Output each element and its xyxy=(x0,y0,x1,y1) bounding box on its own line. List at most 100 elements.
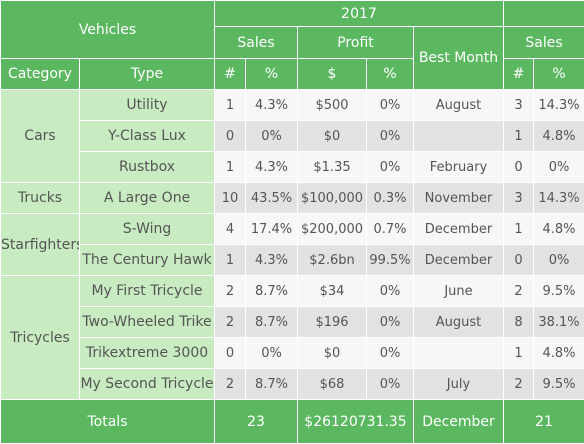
profit-percent-cell: 0% xyxy=(367,152,414,183)
type-cell: S-Wing xyxy=(80,214,215,245)
sales2-count-cell: 2 xyxy=(504,369,534,400)
category-header: Category xyxy=(1,59,80,90)
profit-cell: $0 xyxy=(298,121,367,152)
best-month-cell: December xyxy=(414,245,504,276)
type-cell: My Second Tricycle xyxy=(80,369,215,400)
profit-cell: $2.6bn xyxy=(298,245,367,276)
best-month-cell: February xyxy=(414,152,504,183)
sales2-count-cell: 0 xyxy=(504,152,534,183)
sales2-count-cell: 1 xyxy=(504,338,534,369)
sales-count-cell: 4 xyxy=(215,214,246,245)
best-month-cell xyxy=(414,121,504,152)
best-month-cell: December xyxy=(414,214,504,245)
sales2-percent-cell: 14.3% xyxy=(534,183,584,214)
year-header-right-blank xyxy=(504,1,584,27)
best-month-cell: June xyxy=(414,276,504,307)
profit-percent-cell: 0% xyxy=(367,276,414,307)
sales-count-cell: 2 xyxy=(215,276,246,307)
profit-cell: $200,000 xyxy=(298,214,367,245)
sales2-count-cell: 2 xyxy=(504,276,534,307)
sales2-count-cell: 3 xyxy=(504,90,534,121)
sales-percent-cell: 8.7% xyxy=(246,369,298,400)
sales-header: Sales xyxy=(215,27,298,59)
totals-label: Totals xyxy=(1,400,215,444)
sales2-count-header: # xyxy=(504,59,534,90)
type-cell: Utility xyxy=(80,90,215,121)
sales-count-cell: 0 xyxy=(215,338,246,369)
sales2-percent-cell: 9.5% xyxy=(534,369,584,400)
type-header: Type xyxy=(80,59,215,90)
sales2-percent-cell: 9.5% xyxy=(534,276,584,307)
type-cell: Two-Wheeled Trike xyxy=(80,307,215,338)
totals-best-month: December xyxy=(414,400,504,444)
sales-percent-cell: 8.7% xyxy=(246,276,298,307)
sales-percent-header: % xyxy=(246,59,298,90)
table-row: Y-Class Lux 0 0% $0 0% 1 4.8% xyxy=(1,121,584,152)
type-cell: Trikextreme 3000 xyxy=(80,338,215,369)
sales-count-cell: 2 xyxy=(215,307,246,338)
sales-count-cell: 1 xyxy=(215,90,246,121)
sales2-percent-cell: 14.3% xyxy=(534,90,584,121)
profit-cell: $1.35 xyxy=(298,152,367,183)
profit-percent-cell: 0% xyxy=(367,307,414,338)
profit-cell: $500 xyxy=(298,90,367,121)
year-header: 2017 xyxy=(215,1,504,27)
category-trucks: Trucks xyxy=(1,183,80,214)
table-row: The Century Hawk 1 4.3% $2.6bn 99.5% Dec… xyxy=(1,245,584,276)
totals-sales-2: 21 xyxy=(504,400,584,444)
totals-row: Totals 23 $26120731.35 December 21 xyxy=(1,400,584,444)
type-cell: Y-Class Lux xyxy=(80,121,215,152)
table-row: Cars Utility 1 4.3% $500 0% August 3 14.… xyxy=(1,90,584,121)
best-month-cell: July xyxy=(414,369,504,400)
sales2-count-cell: 1 xyxy=(504,214,534,245)
type-cell: My First Tricycle xyxy=(80,276,215,307)
sales2-percent-cell: 0% xyxy=(534,152,584,183)
totals-profit: $26120731.35 xyxy=(298,400,414,444)
sales-count-cell: 1 xyxy=(215,152,246,183)
sales2-count-cell: 8 xyxy=(504,307,534,338)
vehicles-header: Vehicles xyxy=(1,1,215,59)
sales2-percent-header: % xyxy=(534,59,584,90)
table-row: Starfighters S-Wing 4 17.4% $200,000 0.7… xyxy=(1,214,584,245)
sales-percent-cell: 0% xyxy=(246,121,298,152)
sales-percent-cell: 43.5% xyxy=(246,183,298,214)
sales-count-cell: 0 xyxy=(215,121,246,152)
best-month-cell: November xyxy=(414,183,504,214)
profit-percent-header: % xyxy=(367,59,414,90)
table-row: Two-Wheeled Trike 2 8.7% $196 0% August … xyxy=(1,307,584,338)
sales-percent-cell: 4.3% xyxy=(246,245,298,276)
profit-cell: $0 xyxy=(298,338,367,369)
type-cell: The Century Hawk xyxy=(80,245,215,276)
sales2-count-cell: 0 xyxy=(504,245,534,276)
best-month-cell xyxy=(414,338,504,369)
best-month-cell: August xyxy=(414,307,504,338)
sales-percent-cell: 4.3% xyxy=(246,152,298,183)
sales-percent-cell: 8.7% xyxy=(246,307,298,338)
sales-count-header: # xyxy=(215,59,246,90)
sales2-percent-cell: 0% xyxy=(534,245,584,276)
sales-header-2: Sales xyxy=(504,27,584,59)
category-tricycles: Tricycles xyxy=(1,276,80,400)
sales-count-cell: 2 xyxy=(215,369,246,400)
sales-percent-cell: 17.4% xyxy=(246,214,298,245)
table-row: My Second Tricycle 2 8.7% $68 0% July 2 … xyxy=(1,369,584,400)
table-row: Trucks A Large One 10 43.5% $100,000 0.3… xyxy=(1,183,584,214)
profit-percent-cell: 0% xyxy=(367,90,414,121)
sales2-percent-cell: 4.8% xyxy=(534,338,584,369)
sales2-count-cell: 1 xyxy=(504,121,534,152)
sales-count-cell: 10 xyxy=(215,183,246,214)
profit-percent-cell: 0.3% xyxy=(367,183,414,214)
sales2-percent-cell: 4.8% xyxy=(534,214,584,245)
profit-percent-cell: 0% xyxy=(367,121,414,152)
category-cars: Cars xyxy=(1,90,80,183)
profit-dollar-header: $ xyxy=(298,59,367,90)
sales2-count-cell: 3 xyxy=(504,183,534,214)
profit-cell: $68 xyxy=(298,369,367,400)
profit-header: Profit xyxy=(298,27,414,59)
best-month-cell: August xyxy=(414,90,504,121)
profit-percent-cell: 0% xyxy=(367,338,414,369)
profit-cell: $34 xyxy=(298,276,367,307)
table-row: Tricycles My First Tricycle 2 8.7% $34 0… xyxy=(1,276,584,307)
type-cell: Rustbox xyxy=(80,152,215,183)
